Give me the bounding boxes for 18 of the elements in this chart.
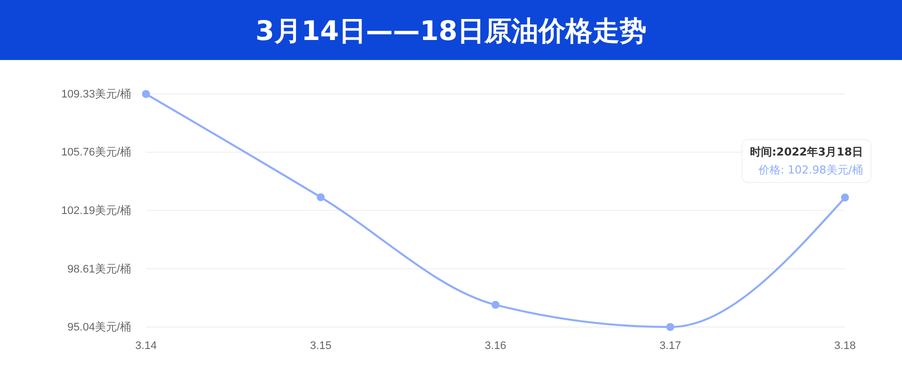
y-tick-label: 109.33美元/桶 (61, 88, 131, 101)
point (666, 323, 674, 331)
y-tick-label: 102.19美元/桶 (61, 204, 131, 217)
x-tick-label: 3.16 (484, 340, 506, 352)
y-tick-label: 98.61美元/桶 (67, 262, 131, 276)
point (841, 194, 849, 202)
annotation: 时间:2022年3月18日 (750, 146, 863, 159)
point (316, 193, 325, 202)
point (492, 300, 500, 309)
annotation: 价格: 102.98美元/桶 (758, 164, 863, 177)
point (142, 90, 150, 98)
x-tick-label: 3.18 (834, 340, 856, 352)
y-tick-label: 95.04美元/桶 (67, 320, 131, 334)
x-tick-label: 3.15 (310, 340, 332, 352)
chart-title: 3月14日——18日原油价格走势 (256, 16, 646, 47)
y-tick-label: 105.76美元/桶 (61, 146, 131, 159)
x-tick-label: 3.17 (660, 340, 681, 352)
x-tick-label: 3.14 (135, 340, 157, 352)
